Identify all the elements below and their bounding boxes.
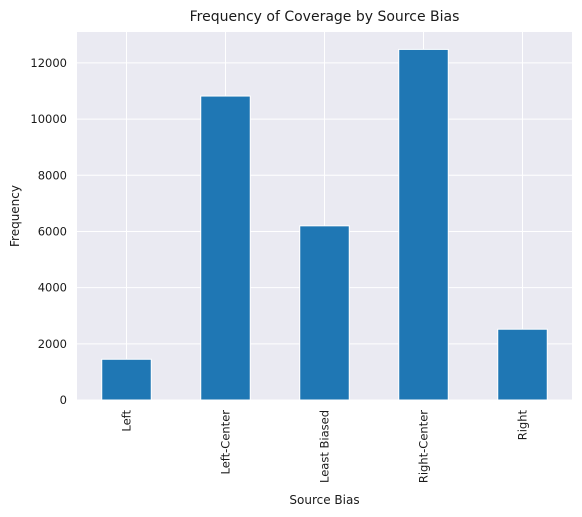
y-tick-label: 10000 (30, 112, 67, 126)
x-tick-label: Left (120, 410, 134, 432)
x-tick-label: Right (516, 410, 530, 441)
x-tick-labels: Left Left-Center Least Biased Right-Center R… (120, 410, 530, 484)
x-axis-label: Source Bias (289, 493, 359, 507)
bar (398, 48, 449, 401)
bar (200, 95, 251, 401)
y-tick-label: 6000 (38, 224, 67, 238)
bars (101, 48, 548, 401)
x-tick-label: Least Biased (318, 410, 332, 483)
x-tick-label: Left-Center (219, 410, 233, 475)
y-axis-label: Frequency (8, 185, 22, 247)
chart-title: Frequency of Coverage by Source Bias (190, 9, 460, 25)
bar (101, 358, 152, 401)
bar (497, 328, 548, 401)
y-tick-label: 2000 (38, 337, 67, 351)
x-tick-label: Right-Center (417, 410, 431, 483)
y-tick-label: 4000 (38, 281, 67, 295)
bar (299, 225, 350, 401)
y-tick-label: 0 (60, 393, 67, 407)
y-tick-label: 8000 (38, 168, 67, 182)
y-tick-labels: 0 2000 4000 6000 8000 10000 12000 (30, 56, 67, 407)
y-tick-label: 12000 (30, 56, 67, 70)
